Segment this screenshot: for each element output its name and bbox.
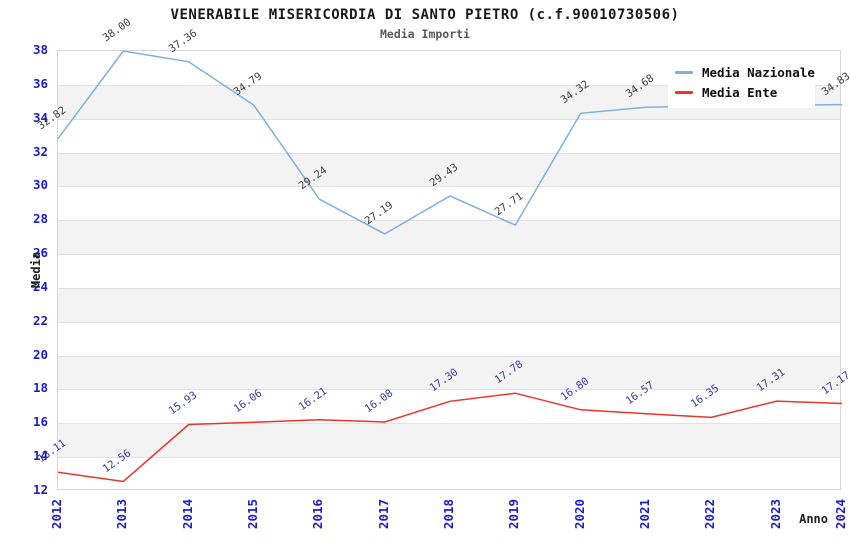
chart-title: VENERABILE MISERICORDIA DI SANTO PIETRO … <box>170 7 680 23</box>
gridline <box>58 321 840 323</box>
legend-label: Media Ente <box>702 84 778 100</box>
shaded-band <box>58 423 840 458</box>
y-tick-label: 36 <box>32 75 48 91</box>
plot-area: 32.82 38.00 37.36 34.79 29.24 27.19 29.43 27.71… <box>36 16 850 490</box>
x-tick-label: 2012 <box>49 498 64 530</box>
y-tick-label: 22 <box>32 312 48 328</box>
x-tick-label: 2013 <box>114 498 130 530</box>
legend-label: Media Nazionale <box>702 64 815 80</box>
y-tick-label: 16 <box>32 414 48 430</box>
series-lines <box>57 50 843 483</box>
y-tick-label: 26 <box>32 245 48 261</box>
x-tick-label: 2016 <box>310 498 326 530</box>
y-tick-label: 28 <box>32 211 48 227</box>
gridline <box>58 186 840 188</box>
shaded-band <box>58 287 840 322</box>
shaded-band <box>58 152 840 187</box>
gridline <box>58 355 840 357</box>
y-tick-label: 38 <box>32 42 48 57</box>
gridline <box>58 287 840 289</box>
x-tick-label: 2021 <box>637 498 652 530</box>
media-nazionale-line-icon <box>675 70 693 74</box>
y-tick-label: 18 <box>32 380 48 396</box>
x-tick-label: 2017 <box>375 498 391 530</box>
gridline <box>58 84 840 86</box>
y-tick-label: 34 <box>32 109 48 125</box>
x-tick-label: 2018 <box>441 498 456 530</box>
media-ente-line <box>57 392 843 483</box>
gridline <box>58 254 840 256</box>
gridline <box>58 457 840 459</box>
x-tick-label: 2022 <box>702 498 718 530</box>
legend: Media Nazionale Media Ente <box>668 56 815 108</box>
y-tick-label: 12 <box>32 482 48 497</box>
x-axis-label: Anno <box>799 512 828 526</box>
x-tick-label: 2019 <box>506 498 522 530</box>
media-ente-line-icon <box>675 90 693 94</box>
x-tick-label: 2024 <box>833 498 848 530</box>
y-tick-label: 30 <box>32 177 48 193</box>
shaded-band <box>58 355 840 390</box>
x-tick-label: 2020 <box>571 498 587 530</box>
y-axis-label: Media <box>29 251 43 289</box>
x-tick-label: 2014 <box>179 498 195 530</box>
gridline <box>58 152 840 154</box>
gridline <box>58 118 840 120</box>
chart-subtitle: Media Importi <box>379 27 470 41</box>
x-tick-label: 2015 <box>245 498 260 530</box>
y-tick-label: 14 <box>32 448 48 464</box>
gridline <box>58 389 840 391</box>
y-tick-label: 20 <box>32 346 48 362</box>
y-tick-label: 32 <box>32 143 48 159</box>
gridline <box>58 423 840 425</box>
legend-item-media-ente: Media Ente <box>675 82 815 102</box>
shaded-band <box>58 220 840 255</box>
gridline <box>58 220 840 222</box>
legend-item-media-nazionale: Media Nazionale <box>675 62 815 82</box>
y-tick-label: 24 <box>32 278 48 294</box>
